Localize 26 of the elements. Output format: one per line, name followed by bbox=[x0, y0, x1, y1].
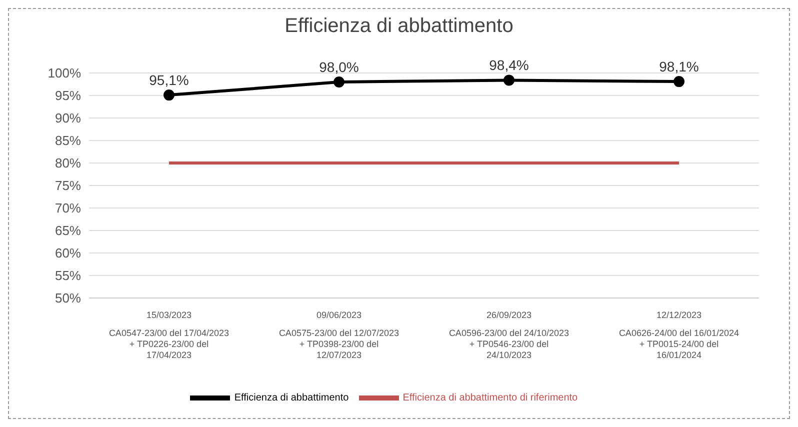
legend-label: Efficienza di abbattimento bbox=[234, 392, 349, 404]
x-tick-label: 15/03/2023 CA0547-23/00 del 17/04/2023 + TP0226-23/00 del 17/04/2023 bbox=[108, 310, 230, 360]
y-tick-label: 75% bbox=[54, 178, 82, 194]
point bbox=[164, 90, 174, 101]
legend-label: Efficienza di abbattimento di riferimento bbox=[402, 392, 578, 404]
x-tick-label: 12/12/2023 CA0626-24/00 del 16/01/2024 + TP0015-24/00 del 16/01/2024 bbox=[618, 310, 740, 360]
y-tick-label: 90% bbox=[54, 110, 82, 126]
point bbox=[504, 74, 514, 86]
y-tick-label: 80% bbox=[54, 156, 82, 171]
x-tick-label: 09/06/2023 CA0575-23/00 del 12/07/2023 + TP0398-23/00 del 12/07/2023 bbox=[278, 310, 400, 360]
chart-title: Efficienza di abbattimento bbox=[284, 14, 514, 39]
y-tick-label: 55% bbox=[54, 268, 82, 284]
data-label: 98,4% bbox=[489, 57, 529, 74]
data-label: 95,1% bbox=[149, 72, 189, 88]
data-label: 98,0% bbox=[319, 59, 359, 75]
y-tick-label: 50% bbox=[54, 290, 82, 306]
y-tick-label: 100% bbox=[48, 66, 82, 81]
y-tick-label: 65% bbox=[54, 223, 82, 238]
data-label: 98,1% bbox=[659, 58, 699, 75]
y-tick-label: 70% bbox=[54, 200, 82, 216]
y-tick-label: 95% bbox=[54, 88, 82, 104]
x-tick-label: 26/09/2023 CA0596-23/00 del 24/10/2023 + TP0546-23/00 del 24/10/2023 bbox=[448, 310, 570, 360]
point bbox=[334, 76, 344, 88]
point bbox=[674, 76, 684, 88]
y-tick-label: 85% bbox=[54, 133, 82, 148]
y-tick-label: 60% bbox=[54, 246, 82, 261]
